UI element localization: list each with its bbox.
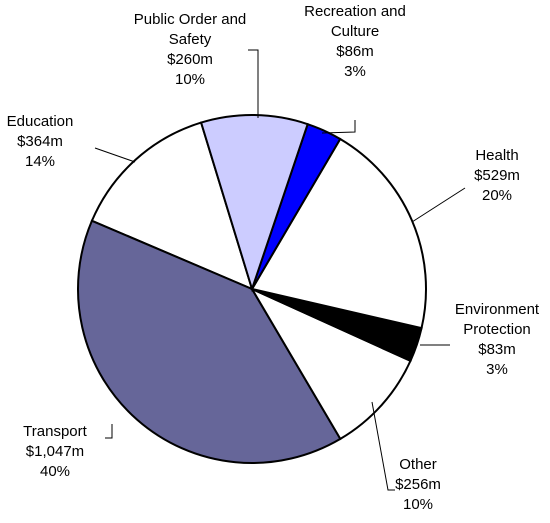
category-label: Public Order and Safety [133, 11, 247, 48]
slice-label: Public Order and Safety $260m 10% [130, 10, 250, 90]
value-label: $83m [478, 341, 516, 358]
category-label: Education [6, 113, 74, 130]
value-label: $86m [336, 43, 374, 60]
percent-label: 40% [39, 463, 71, 480]
slice-label: Education $364m 14% [7, 112, 74, 172]
pie-slice [250, 137, 427, 330]
leader-line [371, 401, 395, 491]
percent-label: 3% [344, 63, 366, 80]
pie-slice [90, 121, 254, 291]
slice-label: Other $256m 10% [395, 455, 441, 515]
slice-label: Transport $1,047m 40% [23, 422, 87, 482]
percent-label: 10% [174, 71, 206, 88]
category-label: Environment Protection [454, 301, 540, 338]
category-label: Health [475, 147, 519, 164]
percent-label: 14% [24, 153, 56, 170]
percent-label: 3% [486, 361, 508, 378]
pie-slice [77, 219, 342, 464]
pie-slice [249, 286, 412, 441]
category-label: Transport [23, 423, 87, 440]
value-label: $364m [17, 133, 63, 150]
value-label: $256m [395, 476, 441, 493]
percent-label: 10% [402, 496, 434, 513]
value-label: $1,047m [25, 443, 85, 460]
value-label: $260m [167, 51, 213, 68]
percent-label: 20% [481, 187, 513, 204]
leader-line [248, 49, 259, 118]
leader-line [94, 147, 136, 163]
leader-line [411, 187, 466, 223]
pie-slice [199, 114, 309, 293]
slice-label: Environment Protection $83m 3% [455, 300, 539, 380]
value-label: $529m [474, 167, 520, 184]
leader-line [105, 424, 113, 439]
leader-line [321, 120, 356, 134]
category-label: Other [399, 456, 437, 473]
slice-label: Recreation and Culture $86m 3% [295, 2, 415, 82]
leader-lines [94, 49, 466, 491]
category-label: Recreation and Culture [304, 3, 406, 40]
slice-label: Health $529m 20% [474, 146, 520, 206]
